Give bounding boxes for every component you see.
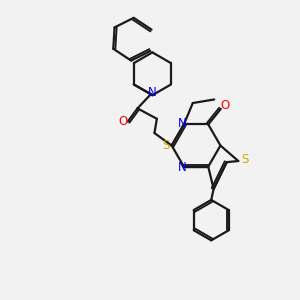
Text: N: N	[178, 161, 187, 174]
Text: N: N	[178, 117, 187, 130]
Text: O: O	[118, 115, 128, 128]
Text: N: N	[147, 85, 156, 98]
Text: O: O	[221, 99, 230, 112]
Text: S: S	[163, 139, 170, 152]
Text: S: S	[241, 153, 248, 166]
